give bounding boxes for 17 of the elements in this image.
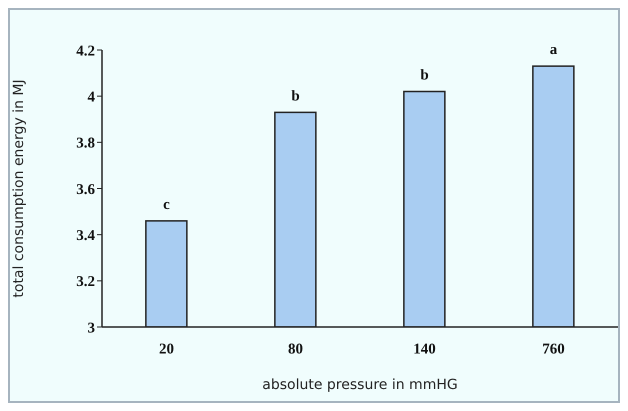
annotation: c [163,196,170,213]
y-tick-label: 3.4 [76,228,96,244]
y-tick-label: 4.2 [76,43,95,60]
y-axis-title: total consumption energy in MJ [10,79,27,298]
x-tick-label: 80 [288,342,303,358]
annotation: b [420,68,429,84]
annotation: a [550,42,558,58]
x-tick-label: 20 [159,342,174,358]
y-tick-label: 3.8 [76,136,95,152]
y-tick-label: 3.6 [76,182,96,198]
x-axis-title: absolute pressure in mmHG [262,377,458,393]
y-tick-label: 3.2 [76,274,95,290]
y-tick-label: 3 [88,320,95,336]
annotation: b [291,88,300,104]
x-tick-label: 140 [413,342,436,358]
y-tick-label: 4 [88,89,96,106]
x-tick-label: 760 [542,342,565,358]
